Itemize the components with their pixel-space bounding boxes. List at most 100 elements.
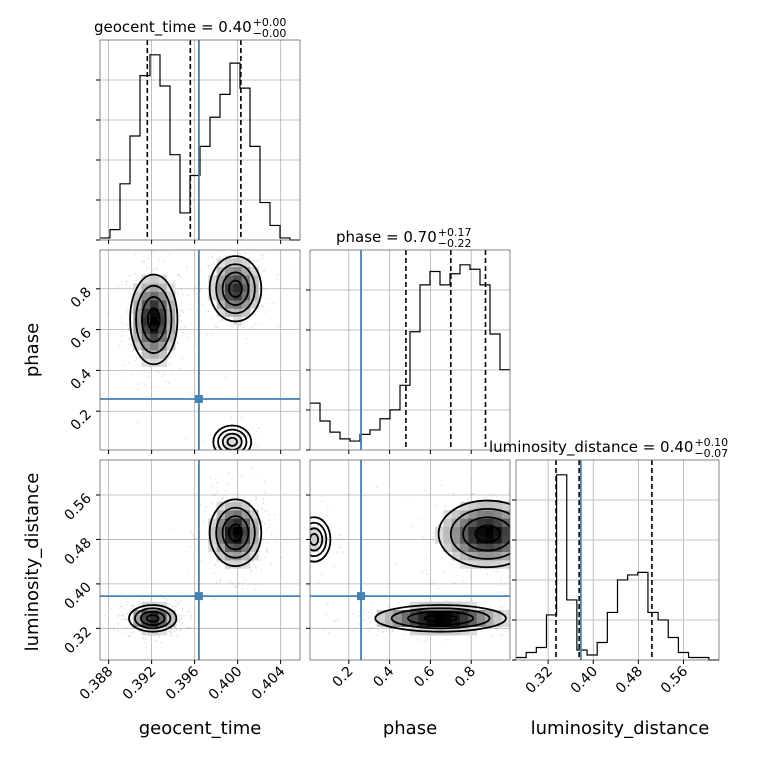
- density-cell: [216, 526, 226, 536]
- density-cell: [451, 618, 461, 627]
- title-lower-error: −0.00: [253, 27, 287, 40]
- x-tick-label-geocent-time: 0.404: [249, 663, 289, 703]
- density-cell: [141, 341, 151, 351]
- density-cell: [141, 275, 151, 284]
- density-cell: [468, 618, 477, 627]
- density-cell: [493, 560, 502, 569]
- contour-line: [129, 273, 179, 366]
- density-cell: [485, 518, 494, 527]
- contour-line: [139, 610, 166, 626]
- sample-points: [104, 467, 289, 648]
- contour-line: [226, 436, 238, 447]
- density-cell: [216, 283, 226, 292]
- contour-line: [462, 516, 510, 552]
- density-cell: [233, 526, 242, 536]
- density-cell: [150, 358, 159, 367]
- density-cell: [250, 518, 259, 527]
- contour-line: [208, 498, 263, 568]
- density-cell: [241, 266, 251, 276]
- density-cell: [216, 535, 226, 544]
- contour-line: [221, 271, 250, 307]
- density-cell: [250, 300, 259, 309]
- density-cell: [158, 333, 167, 342]
- x-axis-label-phase: phase: [383, 718, 437, 739]
- density-cell: [150, 341, 159, 351]
- contour-line: [390, 607, 491, 630]
- density-cell: [493, 510, 502, 519]
- truth-marker: [194, 394, 203, 403]
- contour-line: [134, 607, 172, 630]
- x-tick-label-geocent-time: 0.392: [120, 664, 160, 704]
- density-cell: [208, 291, 217, 301]
- density-cell: [468, 535, 477, 544]
- density-cell: [233, 560, 242, 569]
- density-cell: [150, 316, 159, 326]
- density-cell: [158, 350, 167, 359]
- density-cell: [460, 543, 469, 552]
- density-cell: [451, 610, 461, 619]
- density-cell: [150, 308, 159, 317]
- density-cell: [166, 300, 176, 309]
- density-cell: [133, 610, 142, 619]
- density-cell: [493, 526, 502, 536]
- density-cell: [426, 610, 436, 619]
- density-cell: [241, 291, 251, 301]
- density-cell: [485, 510, 494, 519]
- density-cell: [468, 510, 477, 519]
- density-cell: [451, 510, 461, 519]
- density-cell: [233, 543, 242, 552]
- contour-line: [146, 307, 161, 332]
- title-main: luminosity_distance = 0.40: [489, 438, 693, 457]
- density-cell: [208, 283, 217, 292]
- sample-points: [310, 478, 510, 642]
- density-cell: [233, 441, 242, 450]
- density-cell: [225, 291, 234, 301]
- density-cell: [141, 300, 151, 309]
- contour-line: [212, 424, 253, 450]
- title-lower-error: −0.07: [694, 447, 728, 460]
- contour-line: [437, 499, 510, 569]
- panel-frame: [99, 39, 301, 241]
- y-axis-label-luminosity-distance: luminosity_distance: [22, 473, 43, 652]
- density-cell: [460, 501, 469, 511]
- density-layer: [100, 460, 300, 660]
- density-panel-geocent-time-vs-phase: [96, 249, 301, 454]
- y-axis-label-phase: phase: [22, 323, 43, 377]
- panel-title-geocent-time: geocent_time = 0.40 +0.00−0.00: [94, 16, 286, 40]
- density-cell: [493, 518, 502, 527]
- contour-line: [217, 428, 248, 450]
- density-layer: [310, 460, 510, 660]
- density-cell: [443, 601, 452, 611]
- histogram-step-geocent-time: [100, 54, 300, 241]
- density-cell: [216, 543, 226, 552]
- contour-line: [128, 604, 178, 633]
- density-cell: [476, 510, 486, 519]
- truth-marker: [357, 592, 366, 601]
- density-cell: [485, 551, 494, 561]
- density-cell: [451, 526, 461, 536]
- density-cell: [141, 618, 151, 627]
- density-cell: [241, 560, 251, 569]
- contour-line: [221, 515, 250, 551]
- density-cell: [208, 275, 217, 284]
- density-cell: [451, 518, 461, 527]
- density-cell: [418, 610, 427, 619]
- density-cell: [233, 535, 242, 544]
- title-upper-error: +0.00: [253, 16, 287, 29]
- density-cell: [476, 560, 486, 569]
- density-cell: [216, 291, 226, 301]
- contour-line: [215, 263, 256, 315]
- density-cell: [233, 275, 242, 284]
- density-cell: [166, 341, 176, 351]
- density-cell: [166, 333, 176, 342]
- density-cell: [141, 610, 151, 619]
- density-cell: [501, 526, 510, 536]
- histogram-panel-phase: [306, 249, 511, 454]
- contour-line: [215, 506, 256, 559]
- density-cell: [233, 551, 242, 561]
- y-tick-label-luminosity-distance: 0.32: [61, 624, 94, 657]
- density-cell: [310, 535, 319, 544]
- density-cell: [208, 535, 217, 544]
- density-cell: [376, 610, 386, 619]
- density-cell: [150, 325, 159, 334]
